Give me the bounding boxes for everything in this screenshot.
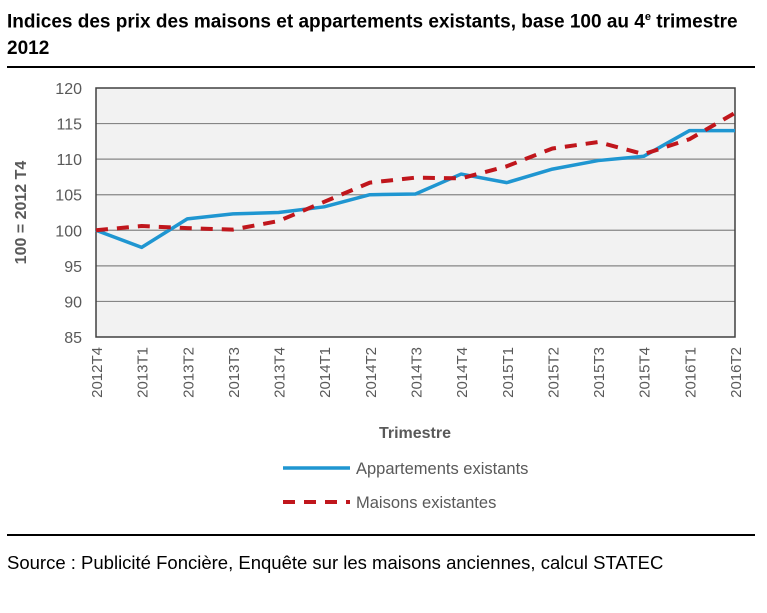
x-tick-label: 2013T2 <box>180 347 197 398</box>
title-sup: e <box>644 11 651 23</box>
x-tick-label: 2014T3 <box>409 347 426 398</box>
y-axis-label: 100 = 2012 T4 <box>13 161 30 265</box>
y-tick-label: 95 <box>64 259 82 276</box>
x-tick-label: 2016T1 <box>682 347 699 398</box>
title-main: Indices des prix des maisons et appartem… <box>7 11 645 33</box>
y-tick-label: 115 <box>56 117 82 134</box>
y-tick-label: 110 <box>56 152 82 169</box>
line-chart: 85 90 95 100 105 110 115 120 2012T4 2013T1 2013T2 2… <box>13 81 745 512</box>
source-note: Source : Publicité Foncière, Enquête sur… <box>7 552 664 573</box>
x-tick-label: 2014T1 <box>317 347 334 398</box>
x-tick-label: 2013T3 <box>226 347 243 398</box>
series-line-2 <box>95 111 736 233</box>
y-tick-label: 105 <box>55 188 82 205</box>
plot-area <box>96 88 735 337</box>
y-tick-label: 100 <box>55 223 82 240</box>
chart-title: Indices des prix des maisons et appartem… <box>7 4 757 62</box>
x-tick-label: 2013T1 <box>135 347 152 398</box>
plot-border <box>95 87 736 338</box>
legend-label-2: Maisons existantes <box>356 494 496 512</box>
bottom-rule <box>7 534 755 536</box>
x-tick-label: 2012T4 <box>89 347 106 398</box>
x-tick-label: 2016T2 <box>728 347 745 398</box>
x-tick-label: 2015T1 <box>500 347 517 398</box>
x-tick-label: 2013T4 <box>272 347 289 398</box>
x-tick-label: 2014T4 <box>454 347 471 398</box>
x-axis-label: Trimestre <box>379 425 451 442</box>
series-line-1 <box>95 128 735 250</box>
x-tick-label: 2015T2 <box>545 347 562 398</box>
y-tick-label: 90 <box>64 294 82 311</box>
x-tick-label: 2015T4 <box>637 347 654 398</box>
legend-label-1: Appartements existants <box>356 460 528 478</box>
x-tick-label: 2014T2 <box>363 347 380 398</box>
title-end: trimestre 2012 <box>7 11 738 60</box>
y-tick-label: 120 <box>55 81 82 98</box>
y-tick-label: 85 <box>64 330 82 347</box>
x-tick-label: 2015T3 <box>591 347 608 398</box>
top-rule <box>7 66 755 68</box>
